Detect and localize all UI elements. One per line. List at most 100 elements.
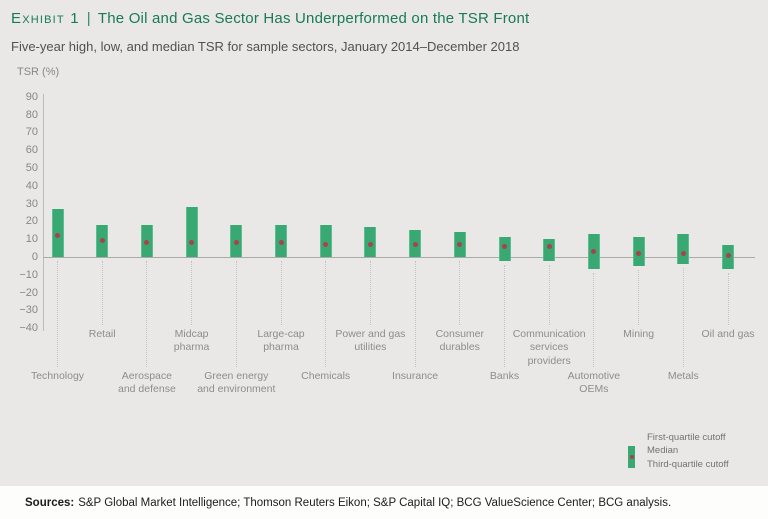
legend-item-first-quartile: First-quartile cutoff xyxy=(647,432,726,443)
legend-labels: First-quartile cutoff Median Third-quart… xyxy=(647,431,729,471)
category-label-line: Metals xyxy=(667,370,699,382)
median-dot-aerospace-and-defense xyxy=(144,240,150,246)
bar-metals xyxy=(677,233,690,265)
median-dot-retail xyxy=(99,238,105,244)
leader-line-midcap-pharma xyxy=(191,261,193,325)
leader-line-oil-and-gas xyxy=(727,273,729,325)
category-label-line: and environment xyxy=(197,383,276,396)
category-label-retail: Retail xyxy=(56,328,148,341)
leader-line-consumer-durables xyxy=(459,261,461,325)
sources-body: S&P Global Market Intelligence; Thomson … xyxy=(78,496,672,509)
leader-line-chemicals xyxy=(325,261,327,367)
legend-item-third-quartile: Third-quartile cutoff xyxy=(647,458,729,470)
category-label-consumer-durables: Consumer durables xyxy=(414,328,506,355)
y-tick-label: 60 xyxy=(25,144,38,157)
y-tick-label: −30 xyxy=(19,304,38,317)
category-label-line: Chemicals xyxy=(301,370,351,382)
bar-communication-services-providers xyxy=(543,239,556,261)
exhibit-header: Exhibit 1 | The Oil and Gas Sector Has Und… xyxy=(11,10,758,54)
bar-power-and-gas-utilities xyxy=(364,226,377,257)
median-dot-chemicals xyxy=(323,242,329,248)
y-tick-label: 90 xyxy=(25,90,38,103)
category-label-line: utilities xyxy=(354,341,387,354)
category-label-mining: Mining xyxy=(593,328,685,341)
leader-line-metals xyxy=(682,268,684,367)
title-separator: | xyxy=(86,10,91,27)
category-label-midcap-pharma: Midcap pharma xyxy=(146,328,238,355)
median-dot-banks xyxy=(502,243,507,249)
y-tick-label: 50 xyxy=(25,162,38,174)
y-tick-label: 10 xyxy=(25,233,38,246)
leader-line-technology xyxy=(57,261,58,367)
median-dot-oil-and-gas xyxy=(725,252,731,258)
category-label-line: Consumer xyxy=(435,328,485,340)
leader-line-automotive-oems xyxy=(593,273,595,367)
median-dot-large-cap-pharma xyxy=(278,240,284,246)
category-label-chemicals: Chemicals xyxy=(280,370,372,383)
sources-label: Sources: xyxy=(25,496,75,509)
category-label-line: OEMs xyxy=(579,383,609,396)
category-label-banks: Banks xyxy=(459,370,551,383)
leader-line-green-energy-and-environment xyxy=(235,261,237,367)
category-label-line: Communication xyxy=(512,328,586,340)
category-label-insurance: Insurance xyxy=(369,370,461,383)
leader-line-power-and-gas-utilities xyxy=(369,261,371,325)
y-axis-title: TSR (%) xyxy=(17,66,60,78)
median-dot-insurance xyxy=(412,242,418,248)
category-label-line: Power and gas xyxy=(335,328,406,340)
category-label-technology: Technology xyxy=(12,370,104,383)
category-label-line: Aerospace xyxy=(121,370,172,382)
category-label-line: Retail xyxy=(88,328,116,340)
y-tick-label: 70 xyxy=(25,126,38,139)
median-dot-consumer-durables xyxy=(457,242,463,248)
median-dot-metals xyxy=(680,250,686,256)
leader-line-large-cap-pharma xyxy=(280,261,282,325)
exhibit-title: Exhibit 1 | The Oil and Gas Sector Has Und… xyxy=(11,10,758,27)
y-tick-label: −10 xyxy=(19,268,38,281)
bar-midcap-pharma xyxy=(185,207,198,257)
sources-footer: Sources: S&P Global Market Intelligence; … xyxy=(0,486,768,519)
category-label-power-and-gas-utilities: Power and gas utilities xyxy=(324,328,416,355)
leader-line-retail xyxy=(101,261,103,325)
category-label-line: providers xyxy=(527,354,571,367)
category-label-communication-services-providers: Communication services providers xyxy=(503,328,595,368)
category-label-line: Insurance xyxy=(392,370,439,382)
category-label-line: Midcap xyxy=(174,328,209,340)
category-label-line: Technology xyxy=(30,370,85,382)
y-tick-label: 0 xyxy=(31,251,38,263)
category-label-line: Large-cap xyxy=(257,328,305,340)
category-label-line: Green energy xyxy=(204,370,269,382)
y-tick-label: 40 xyxy=(25,179,38,192)
median-dot-mining xyxy=(636,250,642,256)
category-label-metals: Metals xyxy=(637,370,729,383)
bar-banks xyxy=(498,237,511,261)
category-label-line: durables xyxy=(439,341,480,354)
category-label-line: Oil and gas xyxy=(701,328,755,340)
exhibit-number-label: Exhibit 1 xyxy=(11,10,80,27)
leader-line-insurance xyxy=(414,261,416,367)
y-tick-label: −20 xyxy=(19,286,38,299)
median-dot-power-and-gas-utilities xyxy=(367,242,373,248)
y-tick-label: −40 xyxy=(19,322,38,335)
y-tick-label: 80 xyxy=(25,108,38,121)
x-axis-zero-line xyxy=(43,257,755,258)
chart-subtitle: Five-year high, low, and median TSR for … xyxy=(11,39,520,54)
median-dot-midcap-pharma xyxy=(189,240,195,246)
category-label-line: services xyxy=(529,341,569,354)
bar-chemicals xyxy=(319,224,332,257)
category-label-line: pharma xyxy=(173,341,210,354)
bar-technology xyxy=(51,208,64,257)
y-axis-line xyxy=(43,93,44,332)
category-label-aerospace-and-defense: Aerospace and defense xyxy=(101,370,193,397)
category-label-line: pharma xyxy=(263,341,299,354)
leader-line-communication-services-providers xyxy=(548,264,550,325)
legend-median-dot-icon xyxy=(629,455,634,459)
sources-text: Sources: S&P Global Market Intelligence; … xyxy=(25,497,671,509)
leader-line-aerospace-and-defense xyxy=(146,261,148,367)
category-label-line: and defense xyxy=(117,383,176,396)
category-label-green-energy-and-environment: Green energy and environment xyxy=(190,370,282,397)
leader-line-mining xyxy=(638,269,640,325)
category-label-large-cap-pharma: Large-cap pharma xyxy=(235,328,327,355)
